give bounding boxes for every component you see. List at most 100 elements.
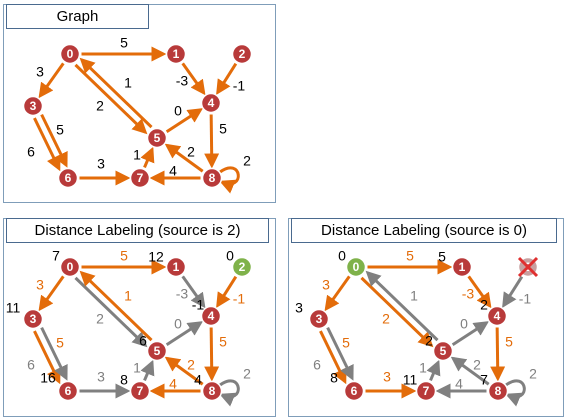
edge-2-4 [216, 62, 238, 95]
node-3 [22, 308, 44, 330]
edge-weight: 2 [187, 357, 195, 373]
node-label: 0 [67, 260, 74, 274]
node-label: 4 [208, 309, 215, 323]
node-label: 8 [209, 384, 216, 398]
edge-weight: 5 [505, 334, 513, 350]
node-label: 3 [316, 312, 323, 326]
edge-8-8 [505, 379, 526, 407]
edge-weight: 5 [406, 248, 414, 264]
node-label: 4 [208, 96, 215, 110]
distance-label: 3 [295, 300, 303, 316]
node-1 [451, 256, 473, 278]
edge-7-5 [140, 146, 155, 169]
edge-weight: 3 [97, 369, 105, 385]
edge-weight: 3 [36, 277, 44, 293]
edge-weight: 3 [322, 277, 330, 293]
node-label: 6 [351, 384, 358, 398]
edge-weight: 5 [56, 335, 64, 351]
edge-weight: 3 [383, 369, 391, 385]
edge-weight: 1 [133, 360, 141, 376]
node-0 [59, 256, 81, 278]
edge-8-8 [219, 166, 240, 194]
node-label: 2 [239, 260, 246, 274]
edge-weight: 2 [96, 311, 104, 327]
edge-8-5 [164, 356, 204, 386]
edge-8-5 [164, 143, 204, 173]
node-label: 7 [137, 384, 144, 398]
edge-1-4 [467, 275, 492, 309]
edge-weight: 3 [97, 156, 105, 172]
node-label: 8 [495, 384, 502, 398]
distance-label: 0 [338, 248, 346, 264]
edge-weight: -1 [233, 78, 246, 94]
distance-label: 6 [139, 333, 147, 349]
edge-weight: 1 [124, 75, 132, 91]
node-label: 1 [173, 47, 180, 61]
edge-3-6 [40, 113, 68, 168]
edge-weight: 5 [120, 248, 128, 264]
edge-weight: -3 [176, 73, 189, 89]
edge-5-4 [451, 321, 490, 347]
edge-weight: 5 [120, 35, 128, 51]
distance-label: 16 [40, 370, 56, 386]
node-label: 1 [459, 260, 466, 274]
edge-5-0 [79, 57, 153, 129]
distance-label: 11 [403, 372, 418, 388]
node-3 [308, 308, 330, 330]
node-8 [201, 167, 223, 189]
distance-label: 8 [330, 370, 338, 386]
node-1 [165, 256, 187, 278]
edge-weight: -1 [519, 291, 532, 307]
node-label: 7 [423, 384, 430, 398]
edge-4-8 [490, 327, 506, 382]
node-label: 5 [154, 131, 161, 145]
edge-weight: 2 [529, 366, 537, 382]
node-7 [129, 167, 151, 189]
edge-0-5 [74, 63, 148, 135]
distance-label: 4 [194, 372, 202, 388]
edge-weight: 1 [133, 147, 141, 163]
node-1 [165, 43, 187, 65]
edge-weight: 4 [169, 163, 177, 179]
edge-weight: 0 [460, 316, 468, 332]
node-label: 1 [173, 260, 180, 274]
distance-label: -1 [192, 297, 205, 313]
node-label: 3 [30, 99, 37, 113]
node-6 [57, 380, 79, 402]
node-label: 6 [65, 384, 72, 398]
edge-4-8 [204, 114, 220, 169]
unreached-mark-icon [517, 256, 539, 278]
node-label: 7 [137, 171, 144, 185]
node-label: 8 [209, 171, 216, 185]
node-8 [201, 380, 223, 402]
node-2 [231, 43, 253, 65]
edge-3-6 [40, 326, 68, 381]
distance-label: 12 [148, 249, 164, 265]
edge-5-4 [165, 321, 204, 347]
edge-0-5 [360, 276, 434, 348]
edge-2-4 [502, 275, 524, 308]
node-0 [59, 43, 81, 65]
node-0 [345, 256, 367, 278]
edge-7-5 [426, 359, 441, 382]
node-2 [231, 256, 253, 278]
edge-weight: 2 [96, 98, 104, 114]
distance-label: 7 [52, 248, 60, 264]
edge-weight: 5 [219, 121, 227, 137]
edge-weight: 1 [419, 360, 427, 376]
edge-0-3 [38, 62, 65, 99]
distance-label: 2 [425, 333, 433, 349]
node-5 [432, 340, 454, 362]
edge-4-8 [204, 327, 220, 382]
edge-weight: -3 [176, 286, 189, 302]
node-7 [129, 380, 151, 402]
edge-weight: 1 [410, 288, 418, 304]
edge-weight: -3 [462, 286, 475, 302]
node-5 [146, 340, 168, 362]
distance-label: 5 [438, 249, 446, 265]
edge-weight: 2 [243, 153, 251, 169]
node-8 [487, 380, 509, 402]
edge-weight: 2 [187, 144, 195, 160]
